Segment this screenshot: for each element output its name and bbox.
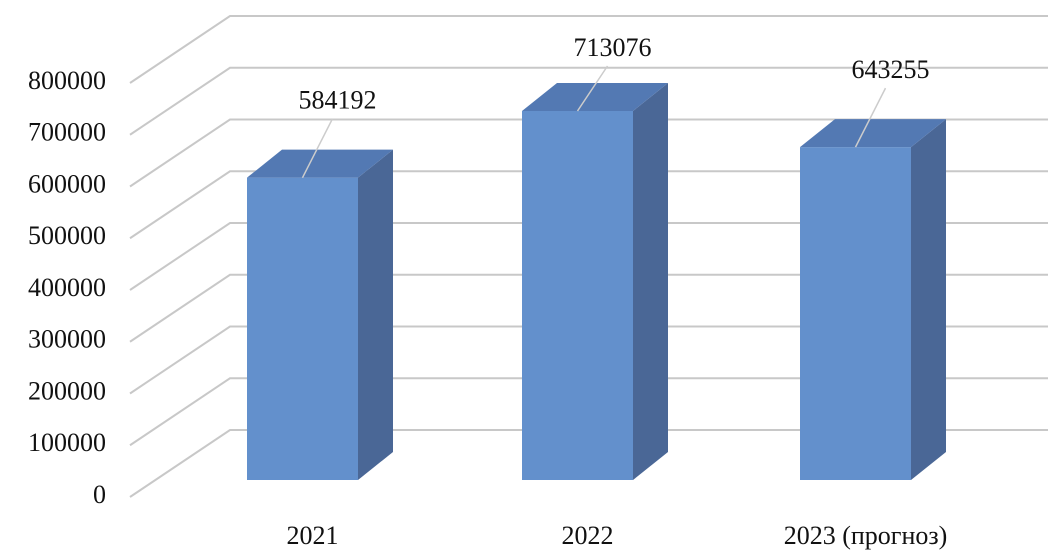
bar-face [800,147,911,480]
bar [800,119,946,480]
y-tick-label: 0 [93,480,106,509]
chart: 0 100000 200000 300000 400000 500000 600000 700… [0,0,1048,555]
bar [247,150,393,480]
y-tick-label: 300000 [28,325,106,354]
y-tick-label: 100000 [28,428,106,457]
data-label: 713076 [574,33,652,62]
data-label: 643255 [852,55,930,84]
bar-face [247,178,358,480]
y-tick-label: 800000 [28,66,106,95]
x-tick-label: 2022 [562,521,614,550]
bar-face [911,119,946,480]
bar-face [522,111,633,480]
data-label: 584192 [299,86,377,115]
bar-face [633,83,668,480]
x-tick-label: 2023 (прогноз) [784,521,948,550]
bar [522,83,668,480]
bar-face [358,150,393,480]
y-tick-label: 600000 [28,169,106,198]
y-tick-label: 200000 [28,376,106,405]
x-tick-label: 2021 [287,521,339,550]
y-tick-label: 400000 [28,273,106,302]
y-tick-label: 700000 [28,118,106,147]
y-tick-label: 500000 [28,221,106,250]
